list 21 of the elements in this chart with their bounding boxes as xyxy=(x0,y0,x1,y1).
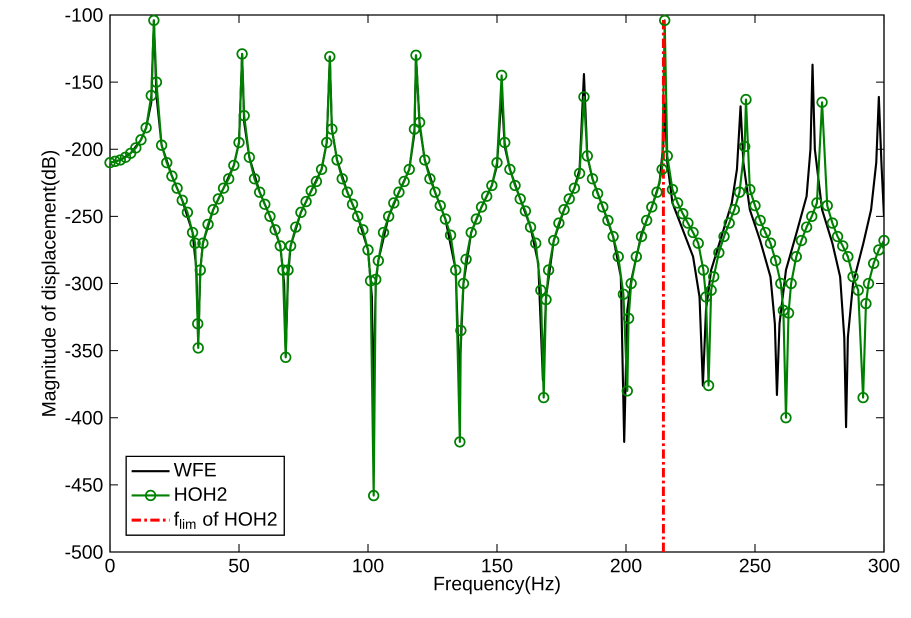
x-tick-label: 150 xyxy=(482,558,512,572)
legend-label: WFE xyxy=(174,463,216,476)
x-tick-label: 50 xyxy=(229,558,249,572)
y-tick-label: -300 xyxy=(65,276,103,290)
x-tick-label: 250 xyxy=(740,558,770,572)
legend-label: HOH2 xyxy=(175,487,226,501)
x-tick-label: 0 xyxy=(105,558,115,572)
y-tick-label: -100 xyxy=(65,8,103,22)
x-tick-label: 100 xyxy=(353,558,384,572)
y-tick-label: -200 xyxy=(65,142,103,156)
y-tick-label: -450 xyxy=(65,478,103,492)
y-tick-label: -150 xyxy=(65,75,103,89)
y-tick-label: -350 xyxy=(65,344,103,358)
y-tick-label: -250 xyxy=(65,210,103,224)
x-axis-title: Frequency(Hz) xyxy=(434,576,560,594)
x-tick-label: 200 xyxy=(610,558,642,572)
legend-label: f$_{lim}$ of HOH2 xyxy=(174,512,277,529)
y-tick-label: -500 xyxy=(65,545,103,559)
y-tick-label: -400 xyxy=(65,410,103,425)
x-tick-label: 300 xyxy=(868,558,900,572)
y-axis-title: Magnitude of displacement(dB) xyxy=(41,150,60,416)
